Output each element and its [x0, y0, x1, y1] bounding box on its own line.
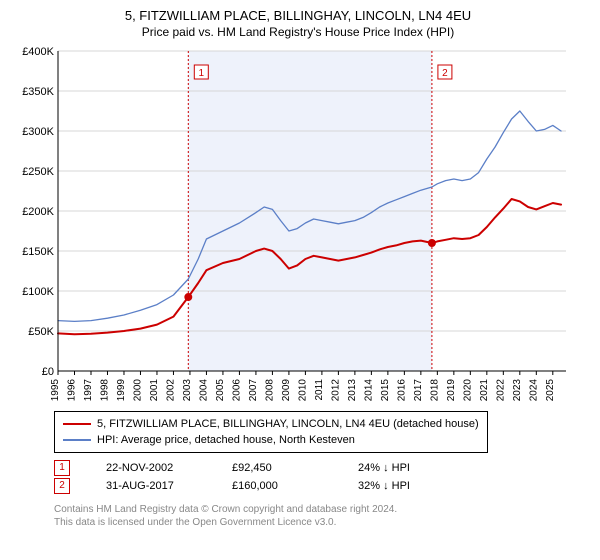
- marker-row: 2 31-AUG-2017 £160,000 32% ↓ HPI: [54, 477, 588, 495]
- footer-line-1: Contains HM Land Registry data © Crown c…: [54, 503, 588, 516]
- svg-text:2020: 2020: [462, 379, 473, 402]
- svg-text:2008: 2008: [264, 379, 275, 402]
- legend: 5, FITZWILLIAM PLACE, BILLINGHAY, LINCOL…: [54, 411, 488, 453]
- chart-footer: Contains HM Land Registry data © Crown c…: [54, 503, 588, 529]
- svg-text:2012: 2012: [330, 379, 341, 402]
- svg-text:2013: 2013: [347, 379, 358, 402]
- svg-text:2022: 2022: [495, 379, 506, 402]
- svg-text:1995: 1995: [50, 379, 61, 402]
- svg-text:£100K: £100K: [22, 286, 54, 298]
- svg-text:2005: 2005: [215, 379, 226, 402]
- svg-text:2019: 2019: [446, 379, 457, 402]
- marker-table: 1 22-NOV-2002 £92,450 24% ↓ HPI 2 31-AUG-2017…: [54, 459, 588, 495]
- marker-number: 2: [54, 478, 70, 494]
- svg-text:2018: 2018: [429, 379, 440, 402]
- footer-line-2: This data is licensed under the Open Gov…: [54, 516, 588, 529]
- svg-text:2014: 2014: [363, 379, 374, 402]
- svg-text:2016: 2016: [396, 379, 407, 402]
- svg-text:1998: 1998: [99, 379, 110, 402]
- legend-item: 5, FITZWILLIAM PLACE, BILLINGHAY, LINCOL…: [63, 416, 479, 432]
- marker-date: 31-AUG-2017: [106, 477, 196, 495]
- svg-text:2011: 2011: [314, 379, 325, 401]
- svg-text:2015: 2015: [380, 379, 391, 402]
- marker-price: £92,450: [232, 459, 322, 477]
- chart-svg: £0 £50K £100K £150K £200K £250K £300K £350K £400…: [12, 45, 572, 405]
- svg-text:2025: 2025: [545, 379, 556, 402]
- legend-swatch: [63, 423, 91, 425]
- marker-date: 22-NOV-2002: [106, 459, 196, 477]
- marker-delta: 32% ↓ HPI: [358, 477, 448, 495]
- legend-swatch: [63, 439, 91, 441]
- svg-text:1: 1: [199, 68, 205, 79]
- svg-text:£150K: £150K: [22, 246, 54, 258]
- svg-text:2004: 2004: [198, 379, 209, 402]
- marker-delta: 24% ↓ HPI: [358, 459, 448, 477]
- svg-text:£200K: £200K: [22, 206, 54, 218]
- marker-number: 1: [54, 460, 70, 476]
- svg-text:2007: 2007: [248, 379, 259, 402]
- svg-text:2006: 2006: [231, 379, 242, 402]
- chart-plot: £0 £50K £100K £150K £200K £250K £300K £350K £400…: [12, 45, 572, 405]
- svg-text:£300K: £300K: [22, 126, 54, 138]
- svg-text:2021: 2021: [479, 379, 490, 402]
- svg-text:2010: 2010: [297, 379, 308, 402]
- svg-text:£0: £0: [42, 366, 54, 378]
- marker-price: £160,000: [232, 477, 322, 495]
- svg-text:£250K: £250K: [22, 166, 54, 178]
- chart-title: 5, FITZWILLIAM PLACE, BILLINGHAY, LINCOL…: [8, 8, 588, 23]
- svg-text:2003: 2003: [182, 379, 193, 402]
- svg-text:2000: 2000: [132, 379, 143, 402]
- svg-text:2023: 2023: [512, 379, 523, 402]
- svg-text:2024: 2024: [528, 379, 539, 402]
- svg-text:£400K: £400K: [22, 46, 54, 58]
- svg-text:1997: 1997: [83, 379, 94, 402]
- legend-item: HPI: Average price, detached house, Nort…: [63, 432, 479, 448]
- svg-text:1999: 1999: [116, 379, 127, 402]
- svg-text:2: 2: [442, 68, 448, 79]
- svg-text:2001: 2001: [149, 379, 160, 402]
- chart-container: 5, FITZWILLIAM PLACE, BILLINGHAY, LINCOL…: [0, 0, 600, 537]
- chart-subtitle: Price paid vs. HM Land Registry's House …: [8, 25, 588, 39]
- svg-text:£350K: £350K: [22, 86, 54, 98]
- svg-text:2002: 2002: [165, 379, 176, 402]
- legend-label: 5, FITZWILLIAM PLACE, BILLINGHAY, LINCOL…: [97, 416, 479, 432]
- svg-text:2009: 2009: [281, 379, 292, 402]
- svg-text:1996: 1996: [66, 379, 77, 402]
- legend-label: HPI: Average price, detached house, Nort…: [97, 432, 355, 448]
- marker-row: 1 22-NOV-2002 £92,450 24% ↓ HPI: [54, 459, 588, 477]
- svg-text:2017: 2017: [413, 379, 424, 402]
- svg-text:£50K: £50K: [28, 326, 54, 338]
